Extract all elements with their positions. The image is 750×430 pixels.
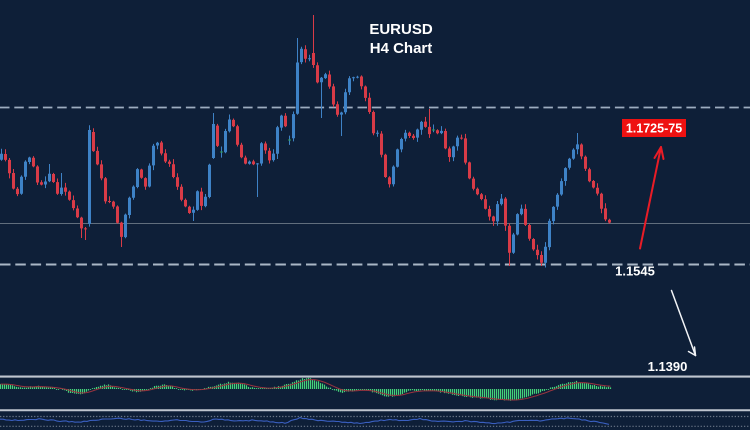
svg-text:1.1725-75: 1.1725-75: [626, 122, 682, 136]
svg-text:1.1390: 1.1390: [648, 359, 688, 374]
svg-text:1.1545: 1.1545: [615, 264, 655, 279]
svg-text:EURUSD: EURUSD: [369, 21, 433, 38]
svg-text:H4 Chart: H4 Chart: [370, 40, 433, 57]
